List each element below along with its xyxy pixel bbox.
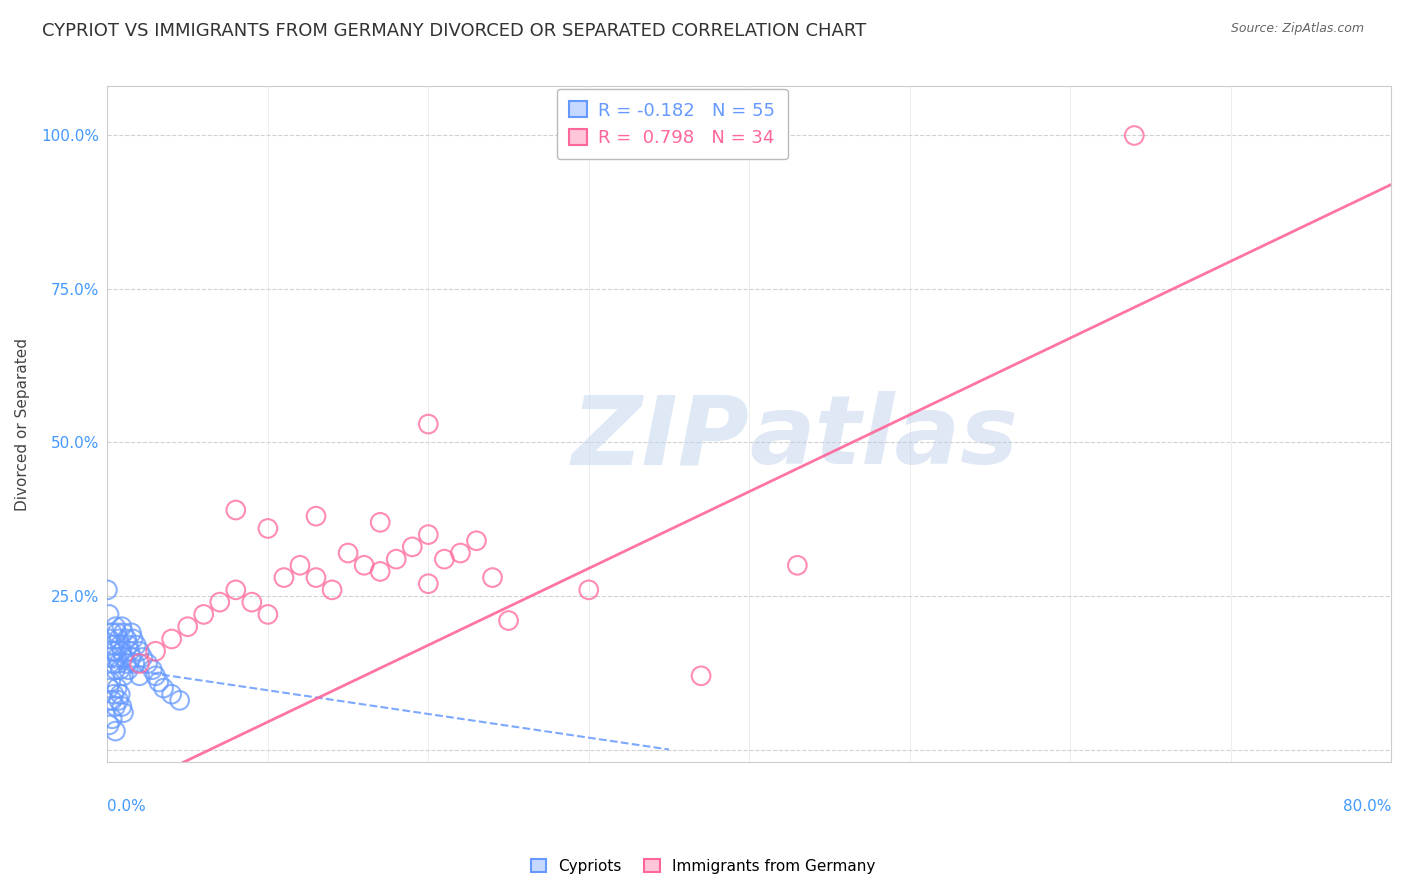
Point — [498, 614, 520, 628]
Point — [122, 632, 145, 646]
Point — [305, 571, 328, 585]
Point — [145, 669, 167, 683]
Point — [98, 718, 121, 732]
Point — [104, 699, 127, 714]
Point — [193, 607, 215, 622]
Point — [305, 509, 328, 524]
Point — [98, 681, 121, 695]
Point — [418, 527, 440, 541]
Point — [128, 657, 150, 671]
Point — [103, 638, 125, 652]
Point — [160, 687, 183, 701]
Point — [96, 582, 118, 597]
Point — [385, 552, 408, 566]
Point — [112, 650, 135, 665]
Point — [101, 693, 124, 707]
Text: 80.0%: 80.0% — [1343, 799, 1391, 814]
Y-axis label: Divorced or Separated: Divorced or Separated — [15, 337, 30, 510]
Text: Source: ZipAtlas.com: Source: ZipAtlas.com — [1230, 22, 1364, 36]
Text: 0.0%: 0.0% — [107, 799, 146, 814]
Point — [104, 724, 127, 739]
Point — [169, 693, 191, 707]
Point — [418, 417, 440, 431]
Point — [105, 681, 128, 695]
Point — [115, 657, 138, 671]
Point — [690, 669, 713, 683]
Point — [111, 620, 134, 634]
Point — [111, 699, 134, 714]
Point — [273, 571, 295, 585]
Point — [103, 687, 125, 701]
Point — [101, 644, 124, 658]
Point — [257, 521, 280, 535]
Text: atlas: atlas — [749, 391, 1018, 484]
Point — [481, 571, 503, 585]
Point — [110, 638, 132, 652]
Point — [136, 657, 159, 671]
Point — [257, 607, 280, 622]
Point — [100, 675, 122, 690]
Point — [148, 675, 170, 690]
Point — [107, 693, 129, 707]
Point — [112, 625, 135, 640]
Point — [321, 582, 343, 597]
Point — [418, 576, 440, 591]
Point — [107, 657, 129, 671]
Point — [110, 663, 132, 677]
Point — [117, 638, 139, 652]
Point — [110, 687, 132, 701]
Point — [225, 503, 247, 517]
Legend: R = -0.182   N = 55, R =  0.798   N = 34: R = -0.182 N = 55, R = 0.798 N = 34 — [557, 88, 787, 160]
Text: ZIP: ZIP — [571, 391, 749, 484]
Point — [98, 607, 121, 622]
Point — [786, 558, 808, 573]
Point — [125, 638, 148, 652]
Point — [105, 650, 128, 665]
Point — [112, 706, 135, 720]
Point — [121, 650, 143, 665]
Point — [104, 644, 127, 658]
Legend: Cypriots, Immigrants from Germany: Cypriots, Immigrants from Germany — [524, 853, 882, 880]
Point — [152, 681, 174, 695]
Point — [141, 663, 163, 677]
Point — [101, 625, 124, 640]
Point — [121, 625, 143, 640]
Point — [124, 657, 146, 671]
Point — [578, 582, 600, 597]
Point — [337, 546, 360, 560]
Point — [368, 516, 391, 530]
Point — [112, 669, 135, 683]
Point — [449, 546, 471, 560]
Point — [115, 632, 138, 646]
Point — [105, 625, 128, 640]
Point — [132, 650, 155, 665]
Point — [368, 565, 391, 579]
Point — [353, 558, 375, 573]
Point — [401, 540, 423, 554]
Point — [118, 644, 141, 658]
Point — [225, 582, 247, 597]
Point — [465, 533, 488, 548]
Point — [240, 595, 263, 609]
Point — [117, 663, 139, 677]
Point — [288, 558, 311, 573]
Point — [145, 644, 167, 658]
Point — [98, 632, 121, 646]
Point — [1123, 128, 1146, 143]
Point — [160, 632, 183, 646]
Point — [104, 663, 127, 677]
Point — [433, 552, 456, 566]
Point — [103, 657, 125, 671]
Point — [111, 644, 134, 658]
Point — [128, 669, 150, 683]
Point — [107, 632, 129, 646]
Point — [208, 595, 231, 609]
Point — [176, 620, 198, 634]
Point — [104, 620, 127, 634]
Text: CYPRIOT VS IMMIGRANTS FROM GERMANY DIVORCED OR SEPARATED CORRELATION CHART: CYPRIOT VS IMMIGRANTS FROM GERMANY DIVOR… — [42, 22, 866, 40]
Point — [128, 644, 150, 658]
Point — [100, 650, 122, 665]
Point — [101, 712, 124, 726]
